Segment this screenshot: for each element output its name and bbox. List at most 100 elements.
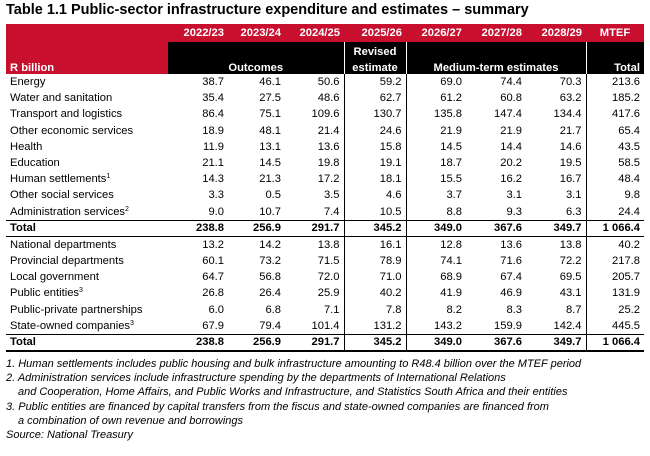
cell-value: 21.3: [259, 173, 281, 186]
cell-value: 3.1: [565, 189, 582, 202]
cell-value: 65.4: [585, 122, 644, 139]
cell-value: 11.9: [203, 140, 224, 153]
cell-value: 58.5: [585, 154, 644, 172]
cell-value: 7.8: [343, 301, 406, 318]
row-label: State-owned companies3: [10, 319, 134, 332]
cell-value: 35.4: [202, 92, 224, 105]
total-row: Total 238.8 256.9 291.7 345.2 349.0 367.…: [6, 219, 644, 237]
cell-value: 10.7: [259, 205, 281, 218]
total-value: 291.7: [285, 333, 344, 352]
cell-value: 134.4: [553, 108, 582, 121]
table-row: State-owned companies3 67.9 79.4 101.4 131.2…: [6, 317, 644, 335]
source-note: Source: National Treasury: [6, 429, 133, 442]
table-row: Human settlements1 14.3 21.3 17.2 18.1 15.5 16…: [6, 171, 644, 188]
table-row: Energy 38.7 46.1 50.6 59.2 69.0 74.4 70.3 213.6: [6, 74, 644, 91]
cell-value: 143.2: [405, 317, 466, 335]
cell-value: 43.5: [585, 138, 644, 155]
cell-value: 17.2: [317, 173, 340, 186]
footnotes: 1. Human settlements includes public hou…: [6, 357, 646, 442]
total-label: Total: [6, 219, 168, 237]
cell-value: 185.2: [585, 90, 644, 107]
cell-value: 60.1: [202, 254, 224, 267]
row-label: Education: [10, 157, 60, 170]
table-row: National departments 13.2 14.2 13.8 16.1 12.8…: [6, 236, 644, 253]
row-label: Administration services2: [10, 205, 129, 218]
group-header-row-2: R billion Outcomes estimate Medium-term …: [6, 58, 644, 74]
cell-value: 21.7: [559, 124, 582, 137]
cell-value: 131.9: [585, 285, 644, 302]
cell-value: 9.8: [585, 187, 644, 204]
cell-value: 8.2: [405, 301, 466, 318]
cell-value: 21.1: [202, 157, 224, 170]
cell-value: 48.6: [317, 92, 340, 105]
cell-value: 14.3: [202, 173, 224, 186]
cell-value: 26.8: [202, 287, 224, 300]
cell-value: 3.7: [405, 187, 466, 204]
table-row: Administration services2 9.0 10.7 7.4 10.5 8.…: [6, 203, 644, 221]
cell-value: 101.4: [311, 319, 340, 332]
cell-value: 213.6: [585, 74, 644, 91]
total-value: 345.2: [343, 219, 406, 237]
cell-value: 10.5: [343, 203, 406, 221]
cell-value: 72.2: [559, 254, 582, 267]
cell-value: 12.8: [405, 236, 466, 253]
cell-value: 18.9: [202, 124, 224, 137]
cell-value: 9.0: [208, 205, 224, 218]
mtef-header: MTEF: [586, 24, 644, 42]
total-value: 1 066.4: [585, 333, 644, 352]
cell-value: 50.6: [317, 76, 340, 89]
cell-value: 59.2: [343, 74, 406, 91]
table-row: Provincial departments 60.1 73.2 71.5 78.9 74…: [6, 252, 644, 270]
medium-term-header: Medium-term estimates: [405, 58, 586, 74]
medium-term-spacer: [405, 42, 586, 58]
row-label: Local government: [10, 271, 99, 284]
cell-value: 75.1: [259, 108, 281, 121]
footnote-3: 3. Public entities are financed by capit…: [6, 400, 549, 413]
footnote-3-continued: a combination of own revenue and borrowi…: [18, 414, 244, 427]
row-label: Human settlements1: [10, 173, 111, 186]
year-header: 2025/26: [344, 24, 406, 42]
footnote-2: 2. Administration services include infra…: [6, 372, 506, 385]
cell-value: 56.8: [259, 271, 281, 284]
cell-value: 8.7: [565, 303, 582, 316]
cell-value: 14.6: [559, 140, 582, 153]
footnote-1: 1. Human settlements includes public hou…: [6, 358, 582, 370]
cell-value: 71.6: [500, 254, 522, 267]
year-header: 2022/23: [168, 24, 228, 42]
table-row: Education 21.1 14.5 19.8 19.1 18.7 20.2 19.5 58.…: [6, 154, 644, 172]
footnote-marker: 3: [130, 319, 134, 327]
cell-value: 18.1: [343, 171, 406, 188]
header-blank: [6, 24, 168, 42]
cell-value: 417.6: [585, 106, 644, 123]
cell-value: 147.4: [494, 108, 522, 121]
total-value: 256.9: [228, 333, 285, 352]
cell-value: 71.5: [317, 254, 340, 267]
cell-value: 13.2: [202, 238, 224, 251]
cell-value: 67.4: [500, 271, 522, 284]
year-header-row: 2022/23 2023/24 2024/25 2025/26 2026/27 …: [6, 24, 644, 42]
cell-value: 13.8: [559, 238, 582, 251]
cell-value: 72.0: [317, 271, 340, 284]
cell-value: 13.8: [317, 238, 340, 251]
table-row: Other social services 3.3 0.5 3.5 4.6 3.7 3.1 3…: [6, 187, 644, 204]
row-label: Provincial departments: [10, 254, 124, 267]
total-value: 256.9: [228, 219, 285, 237]
cell-value: 41.9: [405, 285, 466, 302]
cell-value: 62.7: [343, 90, 406, 107]
mtef-spacer: [585, 42, 644, 58]
cell-value: 19.5: [559, 157, 582, 170]
cell-value: 217.8: [585, 252, 644, 270]
outcomes-header: Outcomes: [168, 58, 344, 74]
cell-value: 15.5: [405, 171, 466, 188]
cell-value: 19.8: [317, 157, 340, 170]
cell-value: 79.4: [259, 319, 281, 332]
total-value: 345.2: [343, 333, 406, 352]
total-row: Total 238.8 256.9 291.7 345.2 349.0 367.…: [6, 333, 644, 352]
cell-value: 109.6: [311, 108, 340, 121]
cell-value: 142.4: [553, 319, 582, 332]
total-value: 367.6: [466, 333, 526, 352]
cell-value: 71.0: [343, 269, 406, 286]
cell-value: 68.9: [405, 269, 466, 286]
cell-value: 48.4: [585, 171, 644, 188]
cell-value: 78.9: [343, 252, 406, 270]
